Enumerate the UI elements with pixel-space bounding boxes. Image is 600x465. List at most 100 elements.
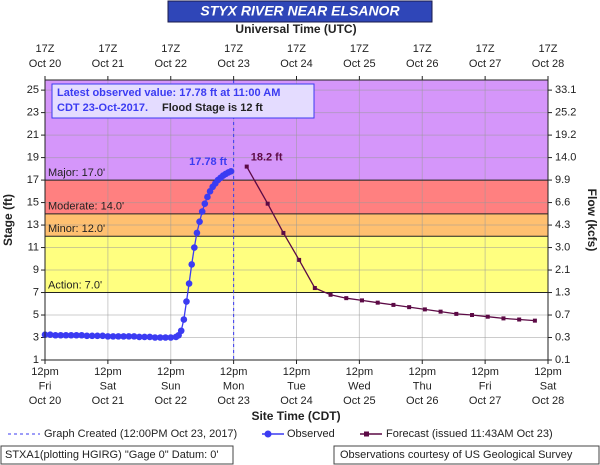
y-tick-label: 5 xyxy=(33,309,39,321)
x-tick-label: Mon xyxy=(223,380,244,392)
forecast-point xyxy=(281,230,286,235)
x-tick-label: 12pm xyxy=(220,366,248,378)
y-tick-label: 17 xyxy=(27,174,39,186)
y2-axis-title: Flow (kcfs) xyxy=(585,189,599,252)
y2-tick-label: 9.9 xyxy=(555,174,570,186)
legend-swatch xyxy=(264,430,272,438)
legend-label: Observed xyxy=(287,428,335,440)
observed-point xyxy=(52,331,59,339)
footer-right: Observations courtesy of US Geological S… xyxy=(340,449,573,461)
x-tick-label: Sat xyxy=(540,380,557,392)
observed-point xyxy=(46,331,54,338)
y-tick-label: 23 xyxy=(27,107,39,119)
x-tick-label: Oct 22 xyxy=(155,395,187,407)
x-tick-label: Thu xyxy=(413,380,432,392)
observed-point xyxy=(183,298,190,305)
observed-point xyxy=(193,229,201,237)
footer-box xyxy=(333,445,600,465)
forecast-point xyxy=(391,302,396,307)
x-tick-label: 12pm xyxy=(157,366,185,378)
forecast-point xyxy=(344,296,349,301)
forecast-point xyxy=(244,164,249,169)
x2-tick-label: Oct 27 xyxy=(469,58,501,70)
flood-label: Major: 17.0' xyxy=(48,167,105,179)
observed-point xyxy=(83,332,91,340)
x-tick-label: 12pm xyxy=(283,366,311,378)
x2-tick-label: Oct 23 xyxy=(217,58,249,70)
forecast-point xyxy=(328,292,333,297)
x-tick-label: 12pm xyxy=(94,366,122,378)
observed-point xyxy=(130,333,138,340)
observed-point xyxy=(109,333,117,340)
x-tick-label: 12pm xyxy=(346,366,374,378)
x2-tick-label: Oct 26 xyxy=(406,58,438,70)
observed-point xyxy=(115,333,122,340)
x2-tick-label: Oct 28 xyxy=(532,58,564,70)
x-tick-label: Oct 25 xyxy=(343,395,375,407)
observed-point xyxy=(188,261,196,268)
observed-point xyxy=(204,193,211,201)
observed-point xyxy=(57,331,65,339)
info-line: CDT 23-Oct-2017. xyxy=(57,102,148,114)
x2-tick-label: 17Z xyxy=(36,43,55,55)
forecast-point xyxy=(265,201,270,206)
info-box: Latest observed value: 17.78 ft at 11:00… xyxy=(51,83,315,119)
legend-label: Forecast (issued 11:43AM Oct 23) xyxy=(386,428,553,440)
x-tick-label: Oct 26 xyxy=(406,395,438,407)
x2-tick-label: Oct 24 xyxy=(280,58,312,70)
observed-point xyxy=(198,208,206,215)
y2-tick-label: 14.0 xyxy=(555,151,576,163)
y-axis-title: Stage (ft) xyxy=(1,194,15,246)
forecast-point xyxy=(297,257,302,262)
observed-point xyxy=(227,168,235,175)
observed-point xyxy=(73,331,80,339)
flood-label: Action: 7.0' xyxy=(48,279,102,291)
y-tick-label: 11 xyxy=(28,241,39,253)
x2-tick-label: 17Z xyxy=(287,43,306,55)
y-tick-label: 19 xyxy=(27,151,39,163)
observed-point xyxy=(78,331,85,339)
x-tick-label: Wed xyxy=(348,380,370,392)
forecast-point xyxy=(422,307,427,312)
y2-tick-label: 4.3 xyxy=(555,219,570,231)
info-box-frame xyxy=(51,83,315,119)
x-tick-label: Sun xyxy=(161,380,181,392)
y-tick-label: 15 xyxy=(27,196,39,208)
x-tick-label: Oct 20 xyxy=(29,395,61,407)
observed-point xyxy=(88,332,96,340)
observed-point xyxy=(136,333,143,341)
x-tick-label: 12pm xyxy=(534,366,562,378)
x-tick-label: Fri xyxy=(479,380,492,392)
observed-point xyxy=(180,316,188,323)
observed-point xyxy=(196,218,203,225)
x-tick-label: Tue xyxy=(287,380,306,392)
x-tick-label: Fri xyxy=(39,380,52,392)
x2-tick-label: Oct 22 xyxy=(155,58,187,70)
y2-tick-label: 25.2 xyxy=(555,107,576,119)
legend: Graph Created (12:00PM Oct 23, 2017) Obs… xyxy=(8,428,553,440)
x-tick-label: Oct 24 xyxy=(280,395,312,407)
forecast-point xyxy=(517,317,522,322)
footer-box xyxy=(0,445,234,465)
x2-tick-label: Oct 20 xyxy=(29,58,61,70)
value-label: 18.2 ft xyxy=(251,151,283,163)
info-line: Latest observed value: 17.78 ft at 11:00… xyxy=(57,87,280,99)
forecast-point xyxy=(407,305,412,310)
observed-point xyxy=(120,333,127,340)
observed-point xyxy=(94,332,101,340)
y2-tick-label: 1.3 xyxy=(555,286,570,298)
info-line: Flood Stage is 12 ft xyxy=(162,102,263,114)
observed-point xyxy=(167,334,175,341)
x2-tick-label: 17Z xyxy=(413,43,432,55)
y-tick-label: 7 xyxy=(33,286,39,298)
x-tick-label: 12pm xyxy=(31,366,59,378)
x2-tick-label: 17Z xyxy=(350,43,369,55)
forecast-point xyxy=(438,309,443,314)
x-axis-title: Site Time (CDT) xyxy=(251,409,340,423)
forecast-point xyxy=(485,314,490,319)
observed-point xyxy=(201,200,209,207)
x2-tick-label: 17Z xyxy=(539,43,558,55)
forecast-point xyxy=(501,316,506,321)
plot-area: Action: 7.0' Minor: 12.0' Moderate: 14.0' M… xyxy=(27,43,577,407)
